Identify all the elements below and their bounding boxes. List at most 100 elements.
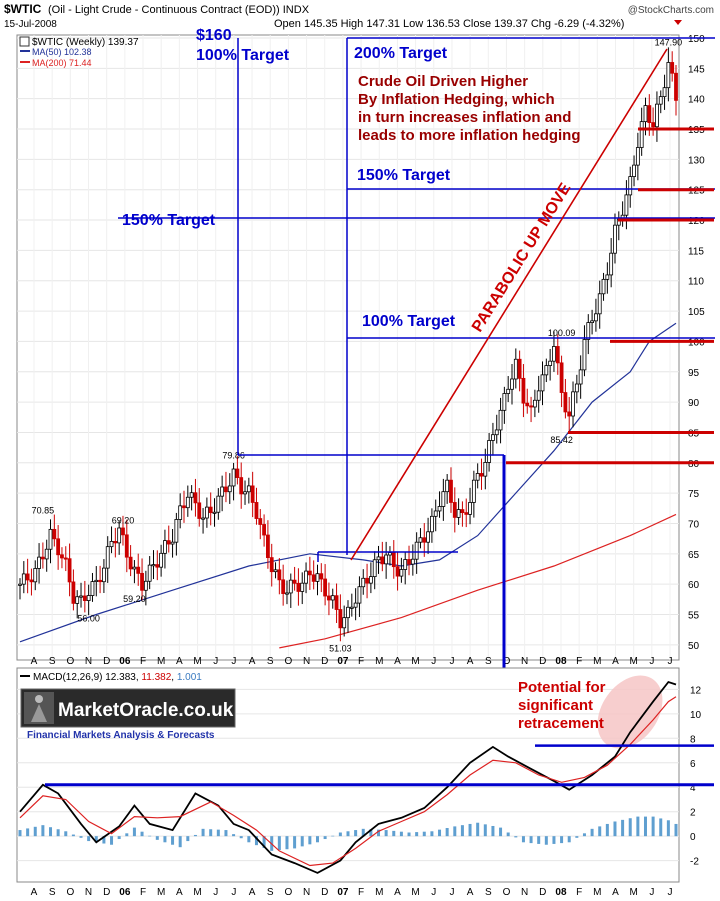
candle-body <box>273 569 278 573</box>
retrace-line-1: Potential for <box>518 679 606 696</box>
macd-hist-bar <box>117 836 121 840</box>
macd-hist-bar <box>628 818 632 837</box>
candle-body <box>506 388 511 394</box>
macd-hist-bar <box>407 832 411 837</box>
macd-hist-bar <box>26 828 30 837</box>
candle-body <box>18 583 22 586</box>
candle-body <box>567 411 572 417</box>
macd-hist-bar <box>659 818 663 837</box>
candle-body <box>536 390 541 401</box>
candle-body <box>655 103 659 128</box>
macd-hist-bar <box>460 825 464 837</box>
x-tick-label: J <box>668 656 673 667</box>
candle-body <box>212 511 217 514</box>
candle-body <box>63 557 68 560</box>
candle-body <box>548 360 553 366</box>
price-tick-label: 75 <box>688 489 700 500</box>
macd-x-tick-label: J <box>231 887 236 898</box>
macd-x-tick-label: S <box>485 887 492 898</box>
macd-x-tick-label: S <box>267 887 274 898</box>
logo-statue-body-icon <box>31 704 47 722</box>
macd-tick-label: 0 <box>690 832 696 843</box>
candle-body <box>510 378 514 390</box>
macd-x-tick-label: A <box>467 887 474 898</box>
macd-hist-bar <box>323 836 327 840</box>
candle-body <box>521 377 526 404</box>
macd-x-tick-label: M <box>375 887 383 898</box>
candle-body <box>384 554 389 565</box>
candle-body <box>513 358 518 380</box>
price-data-label: 85.42 <box>550 435 573 445</box>
candle-body <box>288 579 293 594</box>
candle-body <box>155 564 160 568</box>
candlesticks <box>18 47 678 642</box>
candle-body <box>632 164 636 177</box>
macd-x-tick-label: M <box>193 887 201 898</box>
candle-body <box>281 579 286 594</box>
candle-body <box>124 534 129 558</box>
candle-body <box>227 485 232 493</box>
x-tick-label: M <box>157 656 165 667</box>
candle-body <box>269 557 274 573</box>
macd-legend-signal: 11.382 <box>141 672 171 683</box>
annotation-lines <box>118 37 715 782</box>
candle-body <box>109 540 114 548</box>
macd-legend-title: MACD(12,26,9) <box>33 672 102 683</box>
x-tick-label: O <box>285 656 293 667</box>
candle-body <box>605 274 610 280</box>
macd-hist-bar <box>377 829 381 837</box>
candle-body <box>651 122 656 128</box>
x-tick-label: M <box>193 656 201 667</box>
candle-body <box>594 313 598 322</box>
candle-body <box>220 486 225 497</box>
price-tick-label: 50 <box>688 641 700 652</box>
macd-hist-bar <box>331 835 335 837</box>
legend-weekly: $WTIC (Weekly) 139.37 <box>32 37 139 48</box>
macd-tick-label: 6 <box>690 759 696 770</box>
x-tick-label: F <box>576 656 582 667</box>
candle-body <box>471 479 476 503</box>
retrace-line-2: significant <box>518 697 593 714</box>
macd-hist-bar <box>438 829 442 837</box>
note-line-3: in turn increases inflation and <box>358 109 571 126</box>
macd-hist-bar <box>468 823 472 837</box>
ohlc-readout: Open 145.35 High 147.31 Low 136.53 Close… <box>274 18 624 30</box>
target-100-mid-label: 100% Target <box>362 313 456 330</box>
target-200-label: 200% Target <box>354 45 448 62</box>
candle-body <box>338 609 343 629</box>
macd-x-tick-label: J <box>649 887 654 898</box>
candle-body <box>399 569 404 577</box>
candle-body <box>254 502 259 519</box>
macd-hist-bar <box>552 836 556 844</box>
candle-body <box>159 552 164 568</box>
macd-axis: -2 0 2 4 6 8 10 12 <box>690 685 702 867</box>
candle-body <box>357 586 362 604</box>
macd-hist-bar <box>521 836 525 843</box>
candle-body <box>117 527 122 544</box>
macd-x-tick-label: A <box>394 887 401 898</box>
candle-body <box>628 176 633 196</box>
candle-body <box>147 564 152 582</box>
macd-hist-bar <box>71 834 75 837</box>
candle-body <box>29 579 34 583</box>
logo-plate <box>20 688 236 728</box>
macd-x-tick-label: M <box>593 887 601 898</box>
price-data-label: 56.00 <box>77 613 100 623</box>
candle-body <box>143 580 148 591</box>
macd-legend-sep2: , <box>171 672 177 683</box>
candle-body <box>525 402 530 407</box>
macd-hist-bar <box>285 836 289 850</box>
x-tick-label: A <box>612 656 619 667</box>
retrace-line-3: retracement <box>518 715 604 732</box>
candle-body <box>468 502 472 515</box>
macd-hist-bar <box>476 822 480 837</box>
stockcharts-watermark: @StockCharts.com <box>628 5 714 16</box>
macd-hist-bar <box>110 836 114 845</box>
candle-body <box>90 581 95 596</box>
macd-hist-bar <box>209 829 213 837</box>
price-data-label: 70.85 <box>32 505 55 515</box>
candle-body <box>674 72 678 101</box>
candle-body <box>52 528 57 540</box>
macd-hist-bar <box>369 829 373 837</box>
macd-hist-bar <box>216 829 220 837</box>
